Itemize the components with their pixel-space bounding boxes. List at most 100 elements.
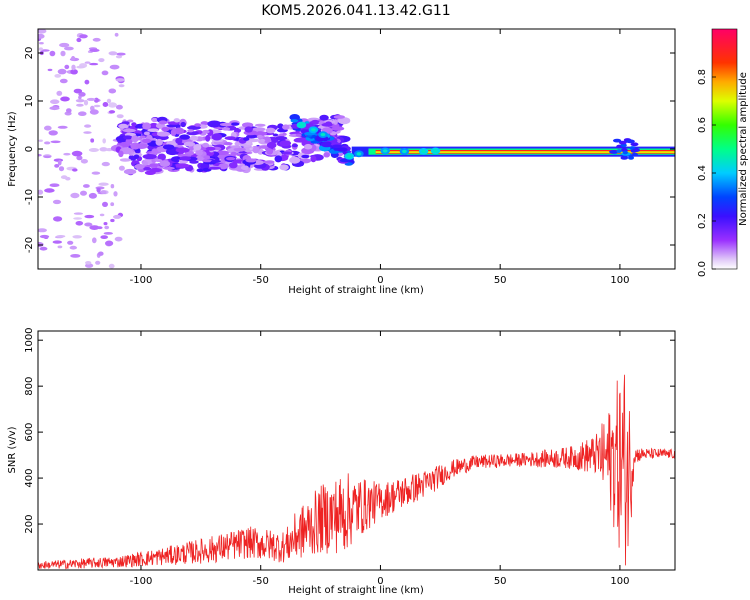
noise-mark (83, 99, 89, 106)
signal-mark (202, 129, 210, 134)
signal-mark (207, 120, 222, 128)
signal-mark (243, 145, 254, 153)
colorbar-label: Normalized spectral amplitude (738, 72, 749, 226)
y-tick-label: 10 (24, 95, 35, 108)
signal-mark (224, 136, 237, 141)
burst-mark (613, 138, 622, 143)
signal-mark (289, 156, 301, 164)
signal-mark (233, 147, 246, 152)
burst-mark (609, 150, 619, 154)
noise-mark (116, 52, 126, 56)
signal-mark (243, 137, 250, 141)
spectrogram-marks (38, 29, 675, 269)
noise-mark (56, 90, 63, 96)
noise-mark (92, 237, 97, 244)
noise-mark (44, 188, 55, 193)
x-tick-label: 100 (610, 576, 629, 587)
noise-mark (71, 56, 76, 61)
noise-mark (108, 263, 115, 269)
signal-mark (133, 154, 140, 159)
noise-mark (60, 96, 70, 102)
signal-mark (231, 122, 240, 126)
noise-mark (114, 236, 123, 242)
noise-mark (59, 78, 68, 84)
noise-mark (47, 68, 53, 72)
noise-mark (40, 49, 50, 52)
noise-mark (89, 225, 100, 231)
noise-mark (49, 183, 60, 187)
signal-mark (282, 124, 290, 130)
signal-mark (294, 137, 308, 143)
signal-mark (142, 138, 152, 144)
noise-mark (103, 222, 108, 226)
y-tick-label: 200 (24, 514, 35, 533)
burst-mark (628, 156, 634, 160)
signal-mark (221, 127, 231, 131)
signal-mark (254, 131, 267, 137)
signal-mark (119, 158, 131, 162)
signal-mark (277, 123, 284, 129)
noise-mark (44, 141, 51, 145)
signal-mark (134, 163, 145, 170)
signal-mark (187, 129, 194, 133)
signal-mark (201, 159, 213, 163)
spectrogram-y-label: Frequency (Hz) (7, 111, 18, 187)
x-tick-label: -100 (130, 576, 153, 587)
signal-mark (142, 154, 157, 160)
noise-mark (99, 213, 105, 217)
bright-mark-core (402, 149, 407, 154)
tail-mark (290, 119, 299, 123)
noise-mark (116, 114, 124, 119)
signal-mark (252, 146, 260, 154)
noise-mark (72, 235, 82, 239)
y-tick-label: 20 (24, 47, 35, 60)
noise-mark (115, 104, 123, 110)
tail-mark (331, 144, 343, 149)
snr-frame (37, 330, 676, 571)
signal-mark (166, 124, 178, 128)
signal-mark (266, 148, 274, 155)
noise-mark (78, 92, 86, 97)
noise-mark (102, 201, 108, 207)
noise-mark (38, 47, 44, 51)
noise-mark (100, 190, 107, 194)
bright-mark-core (356, 152, 362, 156)
signal-mark (200, 121, 209, 126)
noise-mark (38, 29, 47, 34)
noise-mark (76, 103, 84, 107)
y-tick-label: 1000 (24, 327, 35, 352)
noise-mark (89, 62, 99, 66)
noise-mark (83, 184, 90, 188)
noise-mark (103, 232, 114, 235)
bright-mark-core (320, 132, 326, 137)
signal-mark (156, 131, 171, 137)
colorbar-gradient (711, 28, 738, 270)
signal-mark (193, 144, 202, 151)
noise-mark (70, 192, 80, 199)
signal-mark (205, 134, 211, 142)
noise-mark (39, 246, 48, 251)
signal-mark (331, 126, 345, 131)
noise-mark (72, 168, 78, 172)
bright-mark-core (311, 128, 316, 132)
noise-mark (64, 64, 70, 70)
noise-mark (76, 155, 83, 161)
noise-mark (110, 202, 115, 207)
noise-mark (101, 161, 110, 167)
signal-mark (161, 127, 170, 132)
noise-mark (38, 153, 42, 157)
noise-mark (89, 48, 100, 53)
noise-mark (83, 131, 92, 134)
signal-mark (189, 135, 199, 141)
signal-mark (123, 168, 137, 175)
noise-mark (59, 42, 70, 48)
noise-mark (89, 109, 99, 115)
noise-mark (106, 98, 112, 104)
signal-mark (279, 164, 289, 171)
signal-mark (245, 158, 257, 163)
spectrogram-x-ticks: -100 -50 0 50 100 (130, 29, 629, 286)
noise-mark (99, 147, 108, 152)
signal-mark (118, 165, 125, 171)
snr-series-line (38, 374, 675, 570)
